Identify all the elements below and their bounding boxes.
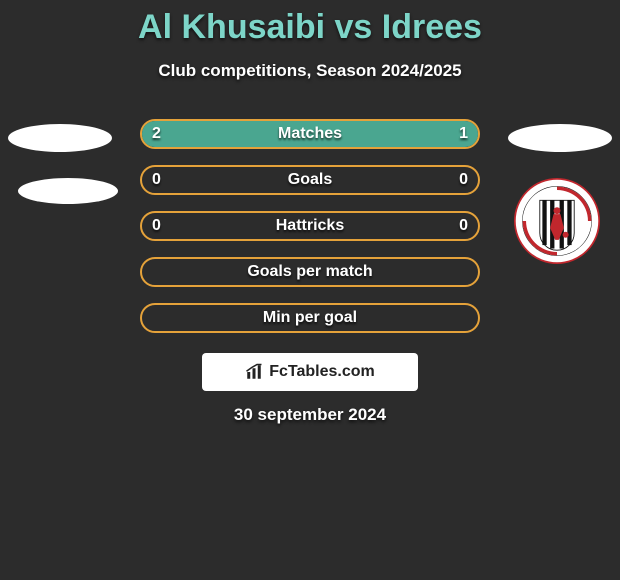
page-title: Al Khusaibi vs Idrees xyxy=(0,8,620,47)
stat-label: Goals xyxy=(288,171,332,189)
date-text: 30 september 2024 xyxy=(0,405,620,425)
stat-bar: Min per goal xyxy=(140,303,480,333)
stat-row-hattricks: 0 Hattricks 0 xyxy=(0,203,620,249)
stat-bar: Goals per match xyxy=(140,257,480,287)
stat-label: Min per goal xyxy=(263,309,357,327)
source-label: FcTables.com xyxy=(269,363,375,381)
comparison-card: Al Khusaibi vs Idrees Club competitions,… xyxy=(0,0,620,580)
stat-row-min-per-goal: Min per goal xyxy=(0,295,620,341)
stat-label: Goals per match xyxy=(247,263,372,281)
stat-label: Hattricks xyxy=(276,217,344,235)
stats-table: 2 Matches 1 0 Goals 0 0 Hattricks xyxy=(0,111,620,341)
stat-right-value: 0 xyxy=(459,217,468,235)
stat-row-goals-per-match: Goals per match xyxy=(0,249,620,295)
stat-left-value: 0 xyxy=(152,217,161,235)
stat-right-value: 0 xyxy=(459,171,468,189)
source-badge[interactable]: FcTables.com xyxy=(202,353,418,391)
page-subtitle: Club competitions, Season 2024/2025 xyxy=(0,61,620,81)
stat-label: Matches xyxy=(278,125,342,143)
stat-left-value: 2 xyxy=(152,125,161,143)
stat-right-value: 1 xyxy=(459,125,468,143)
stat-row-goals: 0 Goals 0 xyxy=(0,157,620,203)
stat-bar: Goals xyxy=(140,165,480,195)
bar-chart-icon xyxy=(245,363,263,381)
stat-bar: Matches xyxy=(140,119,480,149)
stat-bar: Hattricks xyxy=(140,211,480,241)
stat-row-matches: 2 Matches 1 xyxy=(0,111,620,157)
stat-left-value: 0 xyxy=(152,171,161,189)
